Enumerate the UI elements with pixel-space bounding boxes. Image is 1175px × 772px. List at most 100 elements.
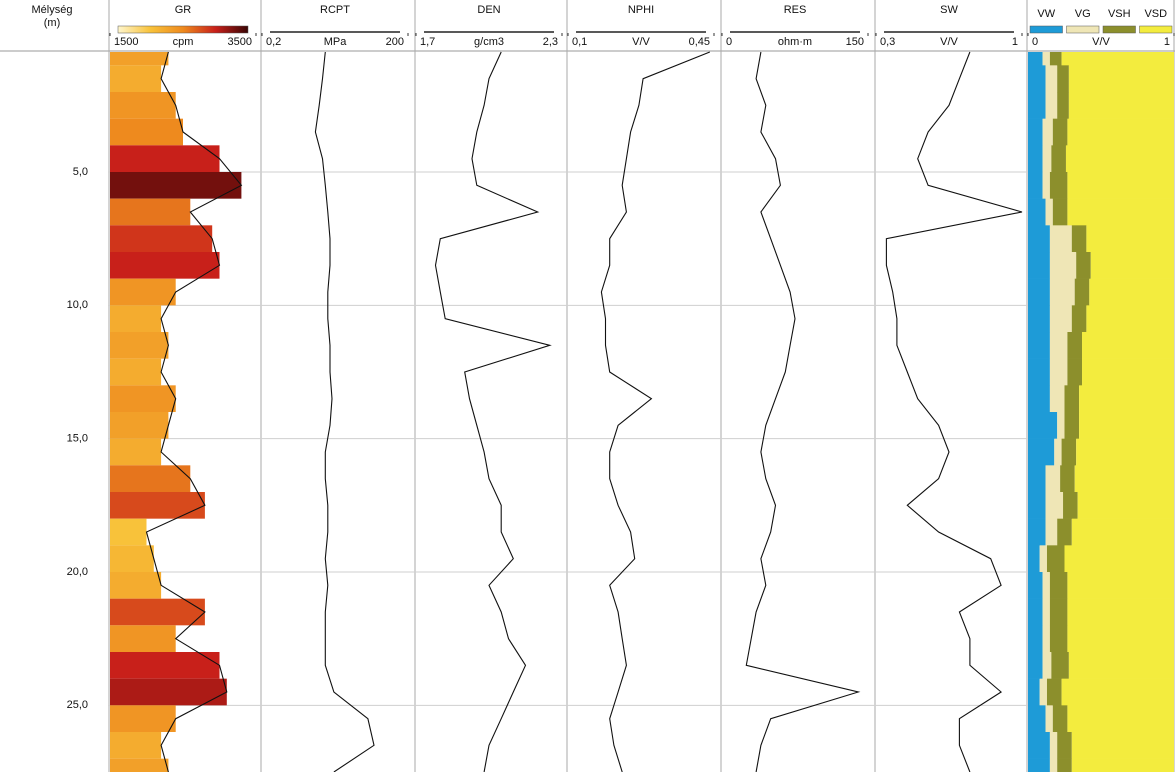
depth-tick-label: 10,0 (67, 299, 88, 311)
lithology-segment (1049, 332, 1068, 359)
lithology-segment (1028, 705, 1046, 733)
lithology-segment (1049, 358, 1068, 386)
lithology-segment (1042, 52, 1050, 66)
lithology-segment (1028, 172, 1043, 199)
log-curve (745, 51, 861, 772)
lithology-segment (1045, 92, 1058, 119)
x-tick-label: 200 (386, 36, 404, 48)
lithology-segment (1067, 198, 1174, 226)
lithology-segment (1049, 52, 1062, 66)
lithology-segment (1082, 332, 1174, 359)
lithology-segment (1039, 545, 1047, 573)
lithology-segment (1028, 278, 1050, 306)
gr-band (110, 92, 176, 119)
x-tick-label: 1 (1164, 36, 1170, 48)
lithology-segment (1067, 332, 1083, 359)
gr-band (110, 758, 169, 772)
lithology-segment (1064, 545, 1174, 573)
lithology-segment (1049, 278, 1075, 306)
lithology-segment (1049, 758, 1058, 772)
gr-band (110, 598, 205, 626)
lithology-segment (1046, 545, 1065, 573)
gr-band (110, 65, 162, 92)
lithology-segment (1064, 412, 1080, 439)
track-title: RES (784, 4, 807, 16)
lithology-segment (1057, 412, 1065, 439)
lithology-segment (1052, 705, 1068, 733)
lithology-segment (1049, 225, 1072, 253)
lithology-segment (1063, 492, 1078, 519)
lithology-segment (1039, 678, 1047, 706)
legend-swatch (1029, 25, 1063, 34)
gr-band (110, 52, 169, 66)
gr-band (110, 678, 227, 706)
lithology-segment (1068, 652, 1174, 679)
gr-band (110, 172, 242, 199)
depth-unit: (m) (44, 17, 61, 29)
lithology-segment (1028, 465, 1046, 493)
track-unit: ohm·m (778, 36, 812, 48)
colorbar (117, 25, 249, 34)
legend-swatch (1102, 25, 1136, 34)
depth-tick-label: 5,0 (73, 166, 88, 178)
legend-swatch (1066, 25, 1100, 34)
gr-band (110, 305, 162, 332)
lithology-segment (1057, 518, 1072, 546)
lithology-segment (1071, 305, 1087, 333)
gr-band (110, 492, 205, 519)
legend-label: VW (1037, 8, 1055, 20)
lithology-segment (1067, 358, 1083, 386)
depth-tick-label: 15,0 (67, 433, 88, 445)
lithology-segment (1068, 65, 1174, 93)
lithology-segment (1028, 118, 1043, 146)
legend-label: VSD (1144, 8, 1167, 20)
lithology-segment (1090, 252, 1174, 279)
lithology-segment (1028, 145, 1043, 173)
lithology-segment (1049, 572, 1068, 599)
lithology-segment (1067, 705, 1174, 733)
lithology-segment (1042, 625, 1050, 653)
lithology-segment (1028, 52, 1043, 66)
lithology-segment (1028, 438, 1055, 466)
lithology-segment (1051, 652, 1069, 679)
lithology-segment (1071, 732, 1174, 759)
lithology-segment (1067, 598, 1174, 626)
lithology-segment (1028, 385, 1050, 413)
lithology-segment (1049, 252, 1077, 279)
lithology-segment (1049, 732, 1058, 759)
track-title: GR (175, 4, 192, 16)
lithology-segment (1049, 625, 1068, 653)
lithology-segment (1074, 465, 1174, 493)
lithology-segment (1042, 118, 1053, 146)
lithology-segment (1042, 172, 1050, 199)
lithology-segment (1079, 385, 1174, 413)
lithology-segment (1071, 225, 1087, 253)
lithology-segment (1028, 678, 1040, 706)
legend-swatch (1139, 25, 1173, 34)
gr-band (110, 518, 147, 546)
lithology-segment (1077, 492, 1174, 519)
lithology-segment (1052, 118, 1068, 146)
depth-tick-label: 25,0 (67, 699, 88, 711)
gr-band (110, 652, 220, 679)
x-tick-label: 0 (726, 36, 732, 48)
lithology-segment (1028, 652, 1043, 679)
lithology-segment (1057, 732, 1072, 759)
lithology-segment (1028, 598, 1043, 626)
gr-band (110, 625, 176, 652)
lithology-segment (1028, 545, 1040, 573)
lithology-segment (1065, 145, 1174, 173)
gr-band (110, 465, 191, 492)
lithology-segment (1061, 52, 1174, 66)
lithology-segment (1028, 358, 1050, 386)
lithology-segment (1064, 385, 1080, 413)
lithology-segment (1089, 278, 1174, 306)
gr-band (110, 118, 183, 146)
x-tick-label: 2,3 (543, 36, 558, 48)
lithology-segment (1046, 678, 1062, 706)
lithology-segment (1028, 305, 1050, 333)
lithology-segment (1045, 492, 1064, 519)
lithology-segment (1049, 305, 1072, 333)
